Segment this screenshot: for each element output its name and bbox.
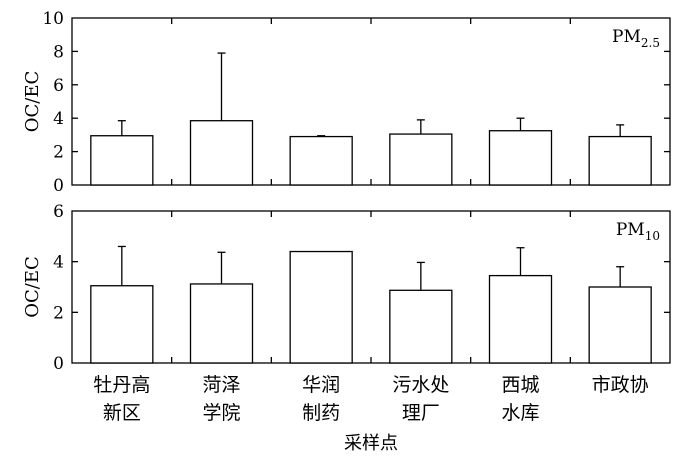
category-label: 水库 [501, 402, 539, 424]
category-label: 西城 [501, 374, 539, 396]
pm10-bar [389, 289, 453, 364]
pm25-plot-frame [71, 17, 671, 186]
pm10-y-tick-label: 2 [53, 303, 64, 323]
pm25-bar [90, 135, 154, 186]
pm25-y-tick-label: 8 [53, 42, 64, 62]
pm10-plot-frame [71, 210, 671, 364]
pm25-bar [488, 130, 553, 186]
category-label: 污水处 [392, 374, 449, 396]
pm25-bar [588, 135, 652, 186]
pm25-y-axis-title: OC/EC [22, 71, 43, 133]
pm25-panel-label-main: PM [612, 27, 641, 47]
pm10-y-tick-label: 0 [53, 354, 64, 374]
pm10-bar [488, 274, 553, 364]
pm10-y-tick-label: 6 [53, 202, 64, 222]
pm25-panel: 0 2 4 6 8 10 OC/EC PM2.5 [22, 9, 671, 196]
pm25-y-tick-label: 4 [53, 109, 64, 129]
pm10-bar [289, 250, 353, 364]
pm25-y-tick-label: 6 [53, 76, 64, 96]
pm10-panel-label-main: PM [616, 220, 645, 240]
pm10-y-axis-title: OC/EC [22, 256, 43, 318]
pm10-panel: 0 2 4 6 OC/EC PM10 [22, 202, 671, 374]
category-label: 学院 [202, 402, 240, 424]
pm10-panel-label: PM10 [616, 220, 660, 243]
pm25-y-tick-label: 0 [53, 176, 64, 196]
pm25-bar [289, 135, 353, 186]
pm10-panel-label-subscript: 10 [645, 229, 660, 243]
category-label: 制药 [302, 402, 340, 424]
pm25-y-tick-label: 10 [42, 9, 64, 29]
pm25-panel-label: PM2.5 [612, 27, 660, 50]
category-label: 理厂 [402, 402, 440, 424]
pm25-bar [189, 120, 254, 186]
category-label: 市政协 [592, 374, 649, 396]
pm25-bar [389, 133, 453, 186]
category-label: 菏泽 [202, 374, 240, 396]
pm25-panel-label-subscript: 2.5 [641, 36, 660, 50]
pm10-bar [189, 283, 254, 364]
pm10-bar [588, 286, 652, 364]
category-label: 华润 [302, 374, 340, 396]
pm25-y-tick-label: 2 [53, 143, 64, 163]
x-axis-title: 采样点 [344, 433, 398, 454]
pm10-y-tick-label: 4 [53, 253, 64, 273]
category-label: 牡丹高 [93, 374, 150, 396]
pm10-bar [90, 285, 154, 364]
category-label: 新区 [103, 402, 141, 424]
